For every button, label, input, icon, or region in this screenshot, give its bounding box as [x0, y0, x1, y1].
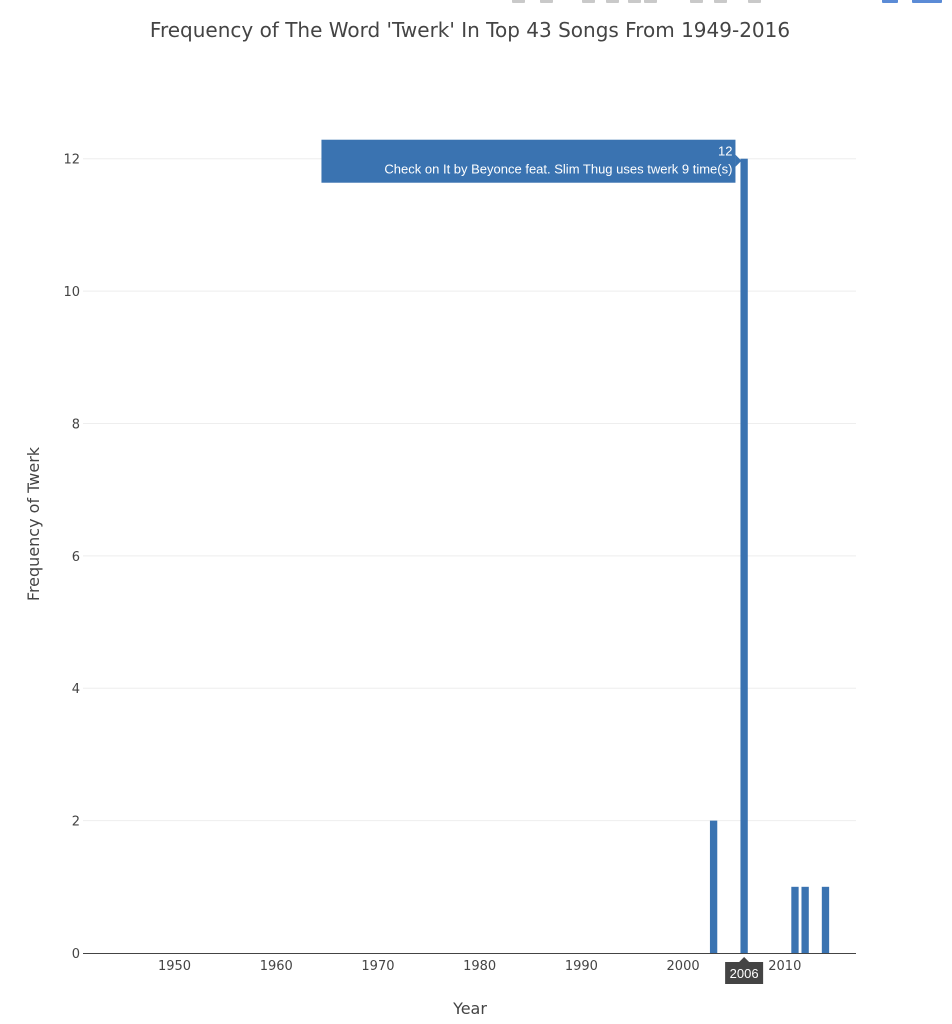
hover-value-text: 12: [718, 144, 732, 159]
hover-x-pointer: [739, 957, 750, 962]
hover-pointer: [735, 154, 742, 167]
autoscale-icon[interactable]: [748, 0, 761, 3]
box-select-icon[interactable]: [628, 0, 641, 3]
modebar: [500, 0, 952, 6]
camera-icon[interactable]: [512, 0, 525, 3]
hover-box: [321, 139, 736, 183]
zoom-out-icon[interactable]: [714, 0, 727, 3]
y-tick-label: 8: [72, 417, 80, 432]
x-axis-ticks: 1950 1960 1970 1980 1990 2000 2010: [158, 959, 801, 974]
x-tick-label: 1980: [463, 959, 496, 974]
y-tick-label: 12: [63, 153, 80, 168]
y-tick-label: 6: [72, 550, 80, 565]
bar-series[interactable]: [709, 158, 830, 953]
spike-lines-icon[interactable]: [912, 0, 942, 3]
x-tick-label: 1950: [158, 959, 191, 974]
y-axis-ticks: 0 2 4 6 8 10 12: [63, 153, 80, 962]
bar[interactable]: [709, 820, 718, 953]
gridlines: [83, 158, 856, 822]
y-tick-label: 2: [72, 815, 80, 830]
y-tick-label: 0: [72, 947, 80, 962]
pan-icon[interactable]: [606, 0, 619, 3]
bar[interactable]: [740, 158, 748, 953]
bar[interactable]: [821, 886, 830, 953]
x-tick-label: 1970: [361, 959, 394, 974]
lasso-icon[interactable]: [644, 0, 657, 3]
x-tick-label: 1960: [260, 959, 293, 974]
hover-description-text: Check on It by Beyonce feat. Slim Thug u…: [384, 162, 732, 177]
hover-x-label: 2006: [730, 966, 759, 981]
x-axis-title: Year: [452, 999, 487, 1018]
zoom-icon[interactable]: [582, 0, 595, 3]
save-icon[interactable]: [540, 0, 553, 3]
hover-x-box: [725, 962, 764, 984]
y-axis-title: Frequency of Twerk: [24, 446, 43, 601]
x-tick-label: 1990: [565, 959, 598, 974]
zoom-in-icon[interactable]: [690, 0, 703, 3]
x-tick-label: 2000: [667, 959, 700, 974]
hover-tooltip: 12 Check on It by Beyonce feat. Slim Thug…: [321, 139, 764, 984]
y-tick-label: 4: [72, 682, 80, 697]
reset-axes-icon[interactable]: [882, 0, 898, 3]
bar[interactable]: [801, 886, 809, 953]
bar[interactable]: [791, 886, 799, 953]
chart-title: Frequency of The Word 'Twerk' In Top 43 …: [150, 18, 790, 42]
x-tick-label: 2010: [768, 959, 801, 974]
y-tick-label: 10: [63, 285, 80, 300]
